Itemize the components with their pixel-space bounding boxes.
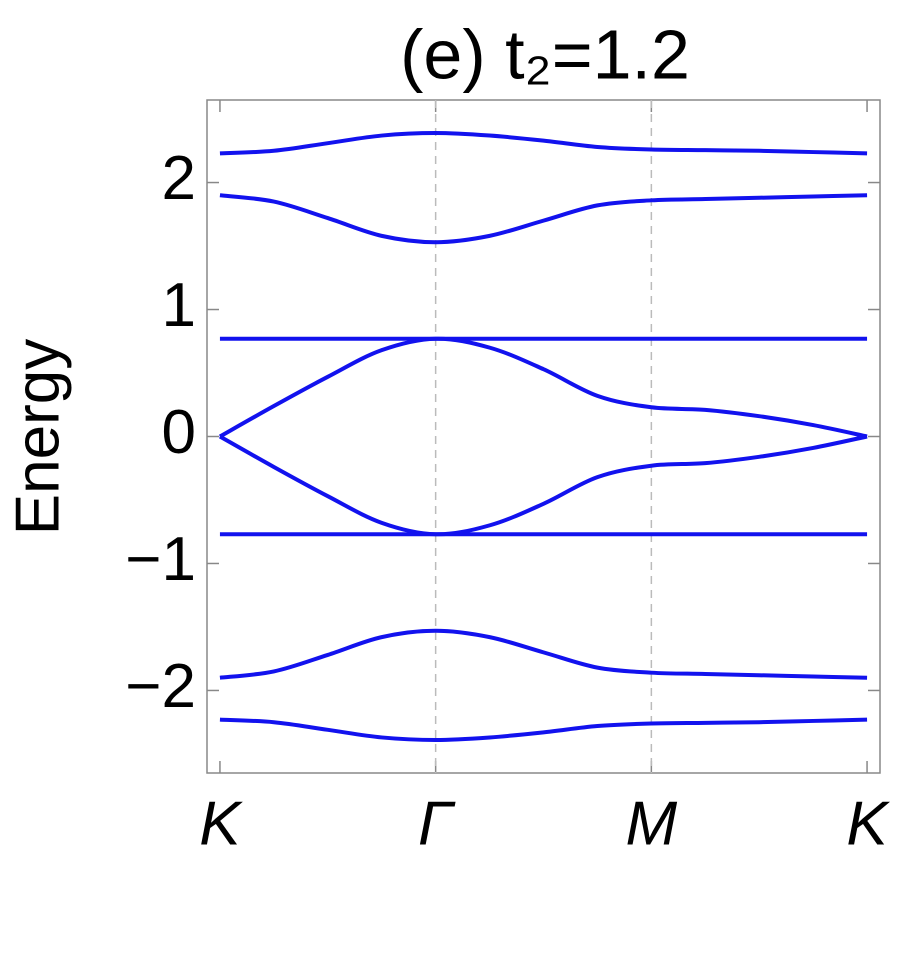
band-line bbox=[218, 336, 868, 439]
y-tick-label: −1 bbox=[125, 525, 196, 594]
band-line bbox=[219, 628, 868, 680]
y-axis-label: Energy bbox=[3, 339, 72, 535]
y-tick-label: 2 bbox=[162, 144, 196, 213]
y-tick-label: −2 bbox=[125, 652, 196, 721]
band-line bbox=[219, 131, 868, 156]
y-tick-label: 1 bbox=[162, 271, 196, 340]
band-line bbox=[218, 434, 868, 537]
x-tick-label: M bbox=[626, 789, 678, 858]
x-tick-label: K bbox=[199, 789, 243, 858]
band-line bbox=[219, 717, 868, 742]
y-tick-label: 0 bbox=[162, 398, 196, 467]
band-line bbox=[219, 193, 868, 245]
chart-title: (e) t₂=1.2 bbox=[400, 15, 690, 93]
x-tick-label: K bbox=[846, 789, 890, 858]
plot-frame bbox=[206, 99, 881, 774]
x-tick-label: Γ bbox=[418, 789, 456, 858]
